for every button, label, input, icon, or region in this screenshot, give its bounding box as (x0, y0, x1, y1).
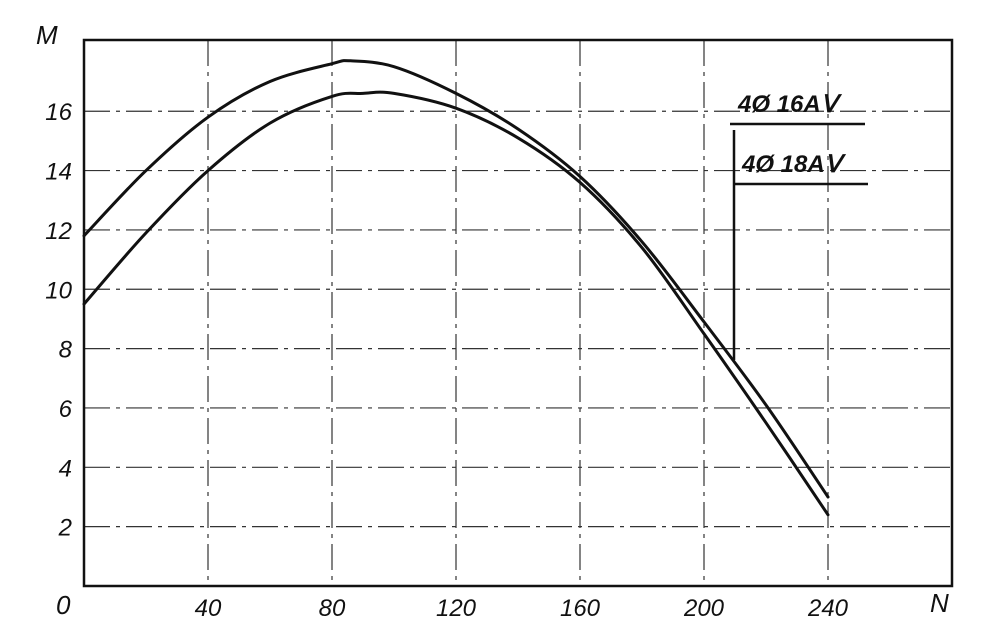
series-line-2 (82, 90, 830, 517)
x-tick-label: 240 (807, 595, 849, 622)
series-line-1 (82, 59, 830, 499)
y-tick-label: 4 (59, 455, 72, 482)
y-tick-label: 2 (58, 515, 72, 542)
x-tick-label: 160 (560, 595, 601, 622)
x-tick-label: 200 (683, 595, 725, 622)
y-tick-label: 16 (45, 99, 72, 126)
y-tick-label: 8 (59, 337, 73, 364)
plot-frame (82, 38, 954, 588)
legend: 4Ø 16AⅤ 4Ø 18AⅤ (730, 91, 868, 360)
x-tick-label: 80 (319, 595, 346, 622)
origin-label: 0 (56, 590, 71, 620)
y-tick-label: 14 (45, 159, 72, 186)
tick-layer: 2 4 6 8 10 12 14 16 40 80 120 160 200 240 (45, 99, 848, 622)
x-axis-label: N (930, 588, 949, 618)
y-tick-label: 12 (45, 218, 72, 245)
x-tick-label: 40 (195, 595, 222, 622)
series-layer (82, 59, 830, 517)
legend-label-1: 4Ø 16AⅤ (737, 91, 843, 118)
x-tick-label: 120 (436, 595, 477, 622)
y-tick-label: 6 (59, 396, 73, 423)
y-axis-label: M (36, 20, 58, 50)
legend-label-2: 4Ø 18AⅤ (741, 151, 847, 178)
y-tick-label: 10 (45, 277, 72, 304)
